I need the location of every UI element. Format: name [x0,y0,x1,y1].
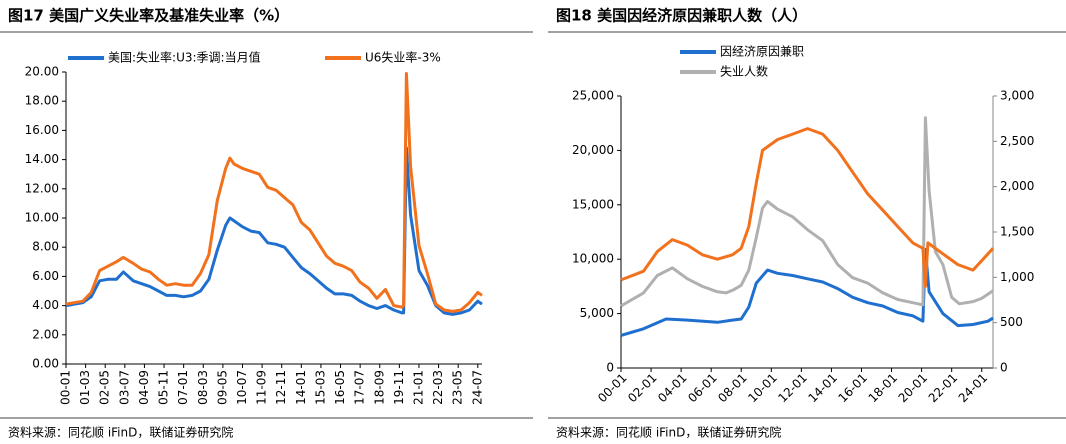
y-tick-label: 10,000 [572,252,614,266]
series-line [65,146,483,316]
y2-tick-label: 1,000 [1000,270,1034,284]
y-tick-label: 18.00 [25,94,59,108]
x-tick-label: 04-09 [137,370,151,405]
x-tick-label: 01-03 [78,370,92,405]
chart-title: 图18 美国因经济原因兼职人数（人） [556,7,807,25]
y-tick-label: 6.00 [32,269,59,283]
x-tick-label: 14-01 [294,370,308,405]
x-tick-label: 12-01 [775,371,810,406]
x-tick-label: 06-01 [685,371,720,406]
x-tick-label: 02-05 [98,370,112,405]
y-tick-label: 0 [606,361,614,375]
y-tick-label: 25,000 [572,89,614,103]
x-tick-label: 21-01 [411,370,425,405]
y2-tick-label: 500 [1000,315,1023,329]
y-tick-label: 20.00 [25,65,59,79]
x-tick-label: 00-01 [59,370,73,405]
x-tick-label: 24-07 [470,370,484,405]
x-tick-label: 08-03 [196,370,210,405]
series-line [620,247,994,337]
x-tick-label: 05-11 [157,370,171,405]
series-line [65,72,483,313]
x-tick-label: 23-05 [451,370,465,405]
legend-label: 因经济原因兼职 [720,44,804,59]
x-tick-label: 11-09 [255,370,269,405]
series-line [620,116,994,308]
y2-tick-label: 1,500 [1000,225,1034,239]
x-tick-label: 03-07 [117,370,131,405]
y-tick-label: 15,000 [572,197,614,211]
y-tick-label: 20,000 [572,143,614,157]
x-tick-label: 12-11 [274,370,288,405]
y-tick-label: 8.00 [32,240,59,254]
y-tick-label: 10.00 [25,211,59,225]
x-tick-label: 09-05 [215,370,229,405]
legend-label: U6失业率-3% [365,50,441,65]
y-tick-label: 16.00 [25,123,59,137]
x-tick-label: 15-03 [313,370,327,405]
x-tick-label: 16-05 [333,370,347,405]
x-tick-label: 08-01 [715,371,750,406]
y-tick-label: 14.00 [25,152,59,166]
series-line [620,127,995,288]
y-tick-label: 5,000 [580,306,614,320]
y-tick-label: 4.00 [32,298,59,312]
y-tick-label: 0.00 [32,357,59,371]
x-tick-label: 18-09 [372,370,386,405]
y2-tick-label: 2,500 [1000,134,1034,148]
x-tick-label: 07-01 [176,370,190,405]
x-tick-label: 16-01 [836,371,871,406]
x-tick-label: 20-01 [896,371,931,406]
x-tick-label: 10-07 [235,370,249,405]
x-tick-label: 18-01 [866,371,901,406]
source-note: 资料来源：同花顺 iFinD，联储证券研究院 [556,425,781,440]
x-tick-label: 04-01 [655,371,690,406]
x-tick-label: 17-07 [353,370,367,405]
x-tick-label: 02-01 [625,371,660,406]
y2-tick-label: 3,000 [1000,89,1034,103]
legend-label: 美国:失业率:U3:季调:当月值 [108,50,261,65]
x-tick-label: 22-03 [431,370,445,405]
x-tick-label: 10-01 [745,371,780,406]
chart-title: 图17 美国广义失业率及基准失业率（%） [8,7,289,25]
x-tick-label: 24-01 [956,371,991,406]
x-tick-label: 19-11 [392,370,406,405]
x-tick-label: 14-01 [805,371,840,406]
y2-tick-label: 2,000 [1000,179,1034,193]
y-tick-label: 12.00 [25,181,59,195]
y-tick-label: 2.00 [32,327,59,341]
y2-tick-label: 0 [1000,361,1008,375]
source-note: 资料来源：同花顺 iFinD，联储证券研究院 [8,425,233,440]
x-tick-label: 22-01 [926,371,961,406]
x-tick-label: 00-01 [595,371,630,406]
legend-label: 失业人数 [720,64,768,79]
